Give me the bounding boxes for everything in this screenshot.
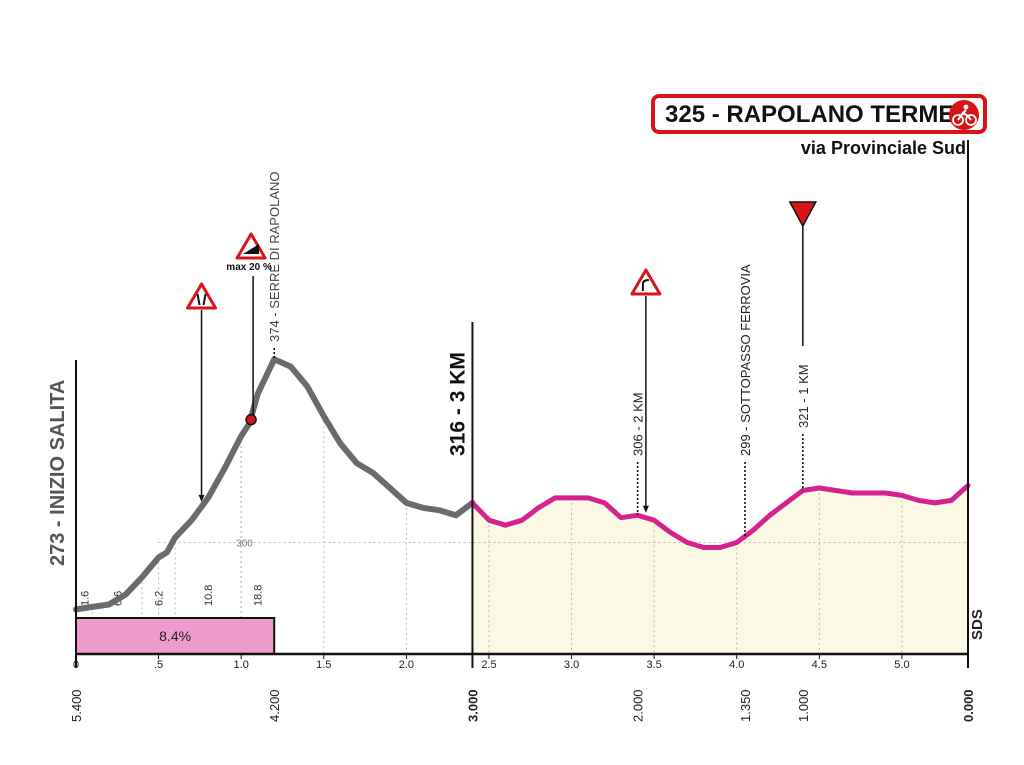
remaining-distance-label: 5.400	[69, 689, 84, 722]
remaining-distance-label: 3.000	[465, 689, 480, 722]
x-tick-label: 2.0	[399, 659, 414, 671]
gradient-label: 18.8	[253, 585, 265, 606]
remaining-distance-label: 0.000	[961, 689, 976, 722]
finish-cyclist-icon	[949, 100, 979, 130]
road-narrowing-icon	[186, 282, 218, 310]
steep-climb-label: max 20 %	[226, 262, 272, 273]
finish-box: 325 - RAPOLANO TERME	[651, 94, 987, 134]
annotation-label: 306 - 2 KM	[631, 392, 646, 456]
finish-title: 325 - RAPOLANO TERME	[665, 101, 955, 128]
annotation-label: 374 - SERRE DI RAPOLANO	[267, 172, 282, 343]
gradient-label: 10.8	[203, 585, 215, 606]
sign-triangle	[630, 268, 662, 296]
sign-leader	[248, 276, 254, 419]
x-tick-label: 2.5	[481, 659, 496, 671]
sign-triangle	[235, 232, 267, 260]
sign-arrow	[642, 505, 649, 513]
sign-glyph	[641, 279, 649, 291]
x-tick-label: 1.0	[234, 659, 249, 671]
gradient-label: 6.2	[154, 591, 166, 606]
remaining-distance-label: 4.200	[267, 689, 282, 722]
sign-glyph	[243, 244, 260, 254]
steep-climb-icon	[235, 232, 267, 260]
finish-street: via Provinciale Sud	[800, 138, 966, 158]
max-gradient-point	[245, 413, 257, 426]
surface-label: SDS	[969, 609, 986, 640]
x-tick-label: 4.0	[729, 659, 744, 671]
curve-right-icon	[630, 268, 662, 296]
sign-arrow	[198, 494, 205, 502]
remaining-distance-label: 2.000	[631, 689, 646, 722]
remaining-distance-label: 1.000	[796, 689, 811, 722]
climb-line	[73, 356, 476, 613]
x-tick-label: 4.5	[812, 659, 827, 671]
x-tick-label: 5.0	[894, 659, 909, 671]
flamme-rouge-icon	[788, 201, 818, 228]
annotation-label: 316 - 3 KM	[446, 352, 469, 456]
average-gradient-box	[75, 617, 276, 655]
annotation-label: 273 - INIZIO SALITA	[47, 380, 69, 566]
annotation-label: 321 - 1 KM	[796, 364, 811, 428]
x-tick-label: 3.0	[564, 659, 579, 671]
final-line	[469, 483, 971, 550]
x-tick-label: 1.5	[316, 659, 331, 671]
grid-label-300: 300	[236, 539, 253, 550]
sign-triangle	[186, 282, 218, 310]
x-tick-label: 0	[73, 659, 79, 671]
remaining-distance-label: 1.350	[738, 689, 753, 722]
sign-glyph	[196, 293, 207, 306]
gradient-label: 1.6	[79, 591, 91, 606]
final-area-fill	[472, 485, 968, 654]
x-tick-label: 3.5	[646, 659, 661, 671]
annotation-label: 299 - SOTTOPASSO FERROVIA	[738, 264, 753, 456]
x-tick-label: .5	[154, 659, 163, 671]
average-gradient-label: 8.4%	[159, 628, 191, 644]
